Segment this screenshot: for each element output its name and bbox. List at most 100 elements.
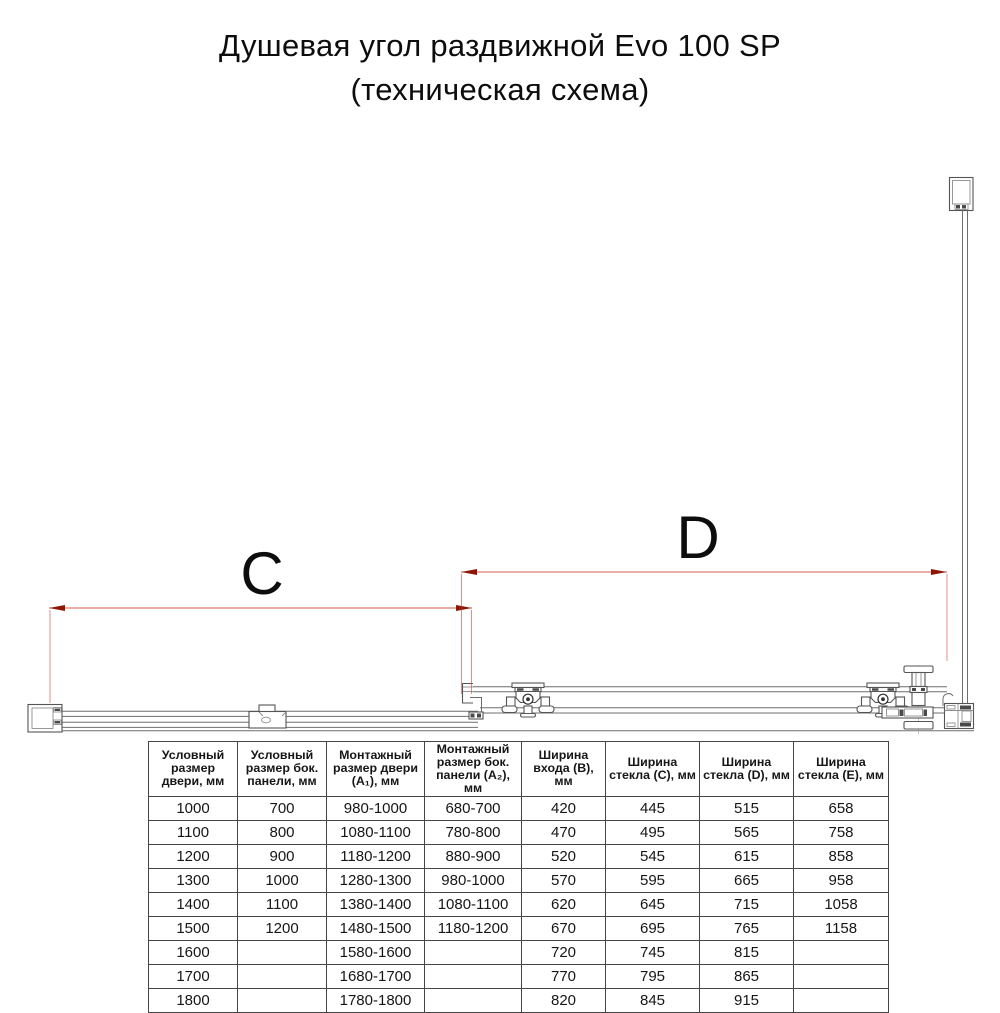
- column-header: Ширина входа (B), мм: [521, 741, 606, 797]
- table-cell: 800: [237, 819, 327, 845]
- table-cell: 1780-1800: [326, 987, 425, 1013]
- table-cell: 765: [699, 915, 794, 941]
- table-cell: 1000: [148, 795, 238, 821]
- table-cell: 520: [521, 843, 606, 869]
- table-row: 1200 900 1180-1200 880-900 520 545 615 858: [148, 843, 889, 869]
- table-cell: 1300: [148, 867, 238, 893]
- size-table-header-row: Условный размер двери, мм Условный размер…: [148, 741, 889, 797]
- table-cell: 980-1000: [424, 867, 522, 893]
- table-row: 1500 1200 1480-1500 1180-1200 670 695 765 1158: [148, 915, 889, 941]
- table-cell: 515: [699, 795, 794, 821]
- table-cell: 915: [699, 987, 794, 1013]
- table-cell: 1180-1200: [424, 915, 522, 941]
- corner-connector: [942, 693, 975, 730]
- table-row: 1600 1580-1600 720 745 815: [148, 939, 889, 965]
- dimension-d-label: D: [676, 504, 719, 571]
- column-header: Монтажный размер бок. панели (A₂), мм: [424, 741, 522, 797]
- table-cell: 1100: [148, 819, 238, 845]
- table-cell: 770: [521, 963, 606, 989]
- door-handle: [881, 665, 934, 734]
- dimension-d: D: [461, 504, 948, 694]
- table-row: 1000 700 980-1000 680-700 420 445 515 658: [148, 795, 889, 821]
- table-cell: 1180-1200: [326, 843, 425, 869]
- table-row: 1700 1680-1700 770 795 865: [148, 963, 889, 989]
- table-cell: 815: [699, 939, 794, 965]
- dimension-c: C: [49, 540, 472, 703]
- table-cell: 865: [699, 963, 794, 989]
- dimension-c-label: C: [240, 540, 283, 607]
- column-header: Условный размер двери, мм: [148, 741, 238, 797]
- table-cell: 615: [699, 843, 794, 869]
- column-header: Ширина стекла (E), мм: [793, 741, 889, 797]
- table-cell: 780-800: [424, 819, 522, 845]
- table-cell: [793, 987, 889, 1013]
- glass-connector-bracket: [248, 704, 287, 729]
- table-cell: [237, 963, 327, 989]
- table-row: 1800 1780-1800 820 845 915: [148, 987, 889, 1013]
- wall-profile-top-right: [948, 176, 974, 212]
- table-cell: 1380-1400: [326, 891, 425, 917]
- table-cell: 620: [521, 891, 606, 917]
- wall-profile-left: [27, 703, 63, 733]
- table-cell: 445: [605, 795, 700, 821]
- table-cell: 420: [521, 795, 606, 821]
- page-title: Душевая угол раздвижной Evo 100 SP (техн…: [0, 24, 1000, 112]
- table-cell: 680-700: [424, 795, 522, 821]
- table-cell: 1200: [237, 915, 327, 941]
- table-cell: 1400: [148, 891, 238, 917]
- table-cell: [424, 939, 522, 965]
- table-cell: 1480-1500: [326, 915, 425, 941]
- table-cell: 795: [605, 963, 700, 989]
- table-cell: 670: [521, 915, 606, 941]
- table-row: 1400 1100 1380-1400 1080-1100 620 645 715 1058: [148, 891, 889, 917]
- table-cell: 880-900: [424, 843, 522, 869]
- table-cell: 1700: [148, 963, 238, 989]
- table-cell: 565: [699, 819, 794, 845]
- table-cell: 858: [793, 843, 889, 869]
- table-cell: 820: [521, 987, 606, 1013]
- table-cell: 958: [793, 867, 889, 893]
- table-cell: 1058: [793, 891, 889, 917]
- table-cell: 645: [605, 891, 700, 917]
- table-row: 1100 800 1080-1100 780-800 470 495 565 758: [148, 819, 889, 845]
- table-cell: 845: [605, 987, 700, 1013]
- side-glass-panel: [962, 210, 968, 704]
- size-table-body: 1000 700 980-1000 680-700 420 445 515 658 1100 80…: [148, 795, 889, 1013]
- table-cell: 1680-1700: [326, 963, 425, 989]
- table-cell: 700: [237, 795, 327, 821]
- table-cell: 745: [605, 939, 700, 965]
- table-row: 1300 1000 1280-1300 980-1000 570 595 665 958: [148, 867, 889, 893]
- table-cell: 758: [793, 819, 889, 845]
- table-cell: 1100: [237, 891, 327, 917]
- table-cell: 595: [605, 867, 700, 893]
- rail-end-bracket: [461, 682, 484, 720]
- title-line-1: Душевая угол раздвижной Evo 100 SP: [219, 28, 781, 63]
- table-cell: [424, 963, 522, 989]
- table-cell: [237, 987, 327, 1013]
- column-header: Ширина стекла (D), мм: [699, 741, 794, 797]
- table-cell: 1600: [148, 939, 238, 965]
- table-cell: 1500: [148, 915, 238, 941]
- table-cell: 470: [521, 819, 606, 845]
- title-line-2: (техническая схема): [350, 72, 650, 108]
- table-cell: 715: [699, 891, 794, 917]
- column-header: Ширина стекла (C), мм: [605, 741, 700, 797]
- table-cell: 1200: [148, 843, 238, 869]
- table-cell: [793, 939, 889, 965]
- table-cell: [793, 963, 889, 989]
- table-cell: 695: [605, 915, 700, 941]
- table-cell: 980-1000: [326, 795, 425, 821]
- table-cell: 1800: [148, 987, 238, 1013]
- size-table: Условный размер двери, мм Условный размер…: [148, 741, 889, 1013]
- table-cell: 1158: [793, 915, 889, 941]
- roller-carriage-left: [501, 682, 555, 718]
- table-cell: 570: [521, 867, 606, 893]
- table-cell: [237, 939, 327, 965]
- table-cell: 1080-1100: [326, 819, 425, 845]
- table-cell: 1580-1600: [326, 939, 425, 965]
- column-header: Монтажный размер двери (A₁), мм: [326, 741, 425, 797]
- table-cell: 545: [605, 843, 700, 869]
- table-cell: [424, 987, 522, 1013]
- column-header: Условный размер бок. панели, мм: [237, 741, 327, 797]
